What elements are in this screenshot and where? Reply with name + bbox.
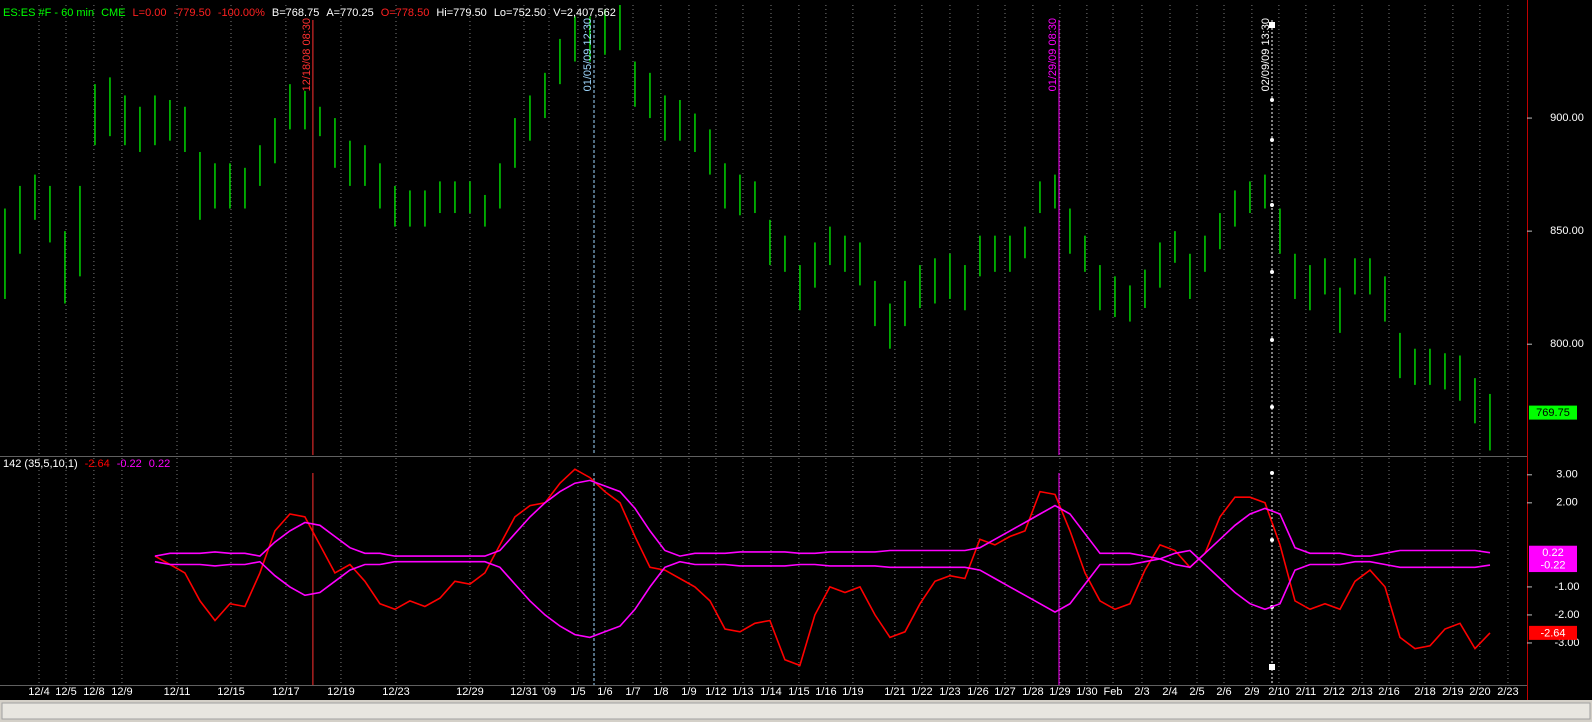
indicator-legend: 142 (35,5,10,1) -2.64 -0.22 0.22 [3,458,170,470]
value-box-label: -2.64 [1540,627,1565,639]
header-item: Lo=752.50 [494,7,546,19]
x-tick-label: 12/29 [456,686,484,698]
x-tick-label: 12/31 [510,686,538,698]
header: ES:ES #F - 60 min CME L=0.00 -779.50 -100.00… [3,7,616,19]
value-box [1529,405,1577,420]
x-tick-label: 12/19 [327,686,355,698]
x-tick-label: 12/11 [164,686,191,698]
marker-handle [1270,203,1274,207]
x-tick-label: 12/4 [28,686,49,698]
x-tick-label: 1/13 [732,686,753,698]
x-tick-label: 2/19 [1442,686,1463,698]
y-tick-label: 2.00 [1556,497,1577,509]
x-tick-label: 1/21 [884,686,905,698]
marker-handle [1270,338,1274,342]
x-tick-label: 12/23 [382,686,410,698]
x-tick-label: 1/19 [842,686,863,698]
x-tick-label: 2/12 [1323,686,1344,698]
x-tick-label: 2/23 [1497,686,1518,698]
header-item: B=768.75 [272,7,319,19]
legend-value: 0.22 [149,458,170,470]
x-tick-label: 1/9 [681,686,696,698]
header-item: CME [101,7,125,19]
indicator-line [154,479,1491,569]
x-tick-label: 1/5 [570,686,585,698]
x-tick-label: 2/5 [1189,686,1204,698]
x-tick-label: 1/7 [625,686,640,698]
legend-value: -0.22 [117,458,142,470]
marker-handle [1270,405,1274,409]
x-tick-label: 1/23 [939,686,960,698]
y-tick-label: 800.00 [1550,338,1584,350]
x-tick-label: Feb [1104,686,1123,698]
header-item: -779.50 [174,7,211,19]
x-tick-label: 1/30 [1076,686,1097,698]
value-box-label: 0.22 [1542,547,1563,559]
x-tick-label: 12/15 [217,686,245,698]
legend-value: -2.64 [85,458,110,470]
header-item: A=770.25 [326,7,373,19]
header-item: O=778.50 [381,7,430,19]
time-marker-label: 01/05/09 12:30 [582,18,594,91]
time-marker-label: 02/09/09 13:30 [1260,18,1272,91]
x-tick-label: 2/6 [1216,686,1231,698]
marker-handle [1269,22,1275,28]
header-item: Hi=779.50 [436,7,486,19]
y-tick-label: 900.00 [1550,112,1584,124]
y-tick-label: 3.00 [1556,469,1577,481]
time-marker-label: 01/29/09 08:30 [1047,18,1059,91]
x-tick-label: 2/16 [1378,686,1399,698]
indicator-line [154,549,1491,639]
scrollbar-track[interactable] [1,702,1591,720]
header-item: ES:ES #F - 60 min [3,7,94,19]
x-tick-label: 12/17 [272,686,300,698]
indicator-title: 142 (35,5,10,1) [3,458,78,470]
x-tick-label: 1/14 [760,686,781,698]
x-tick-label: 1/22 [911,686,932,698]
x-tick-label: 2/3 [1134,686,1149,698]
value-box [1529,625,1577,640]
marker-handle [1270,270,1274,274]
y-tick-label: -2.00 [1554,609,1579,621]
header-item: V=2,407,562 [553,7,616,19]
x-tick-label: 12/8 [83,686,104,698]
x-tick-label: 2/11 [1296,686,1317,698]
marker-handle [1270,471,1274,475]
header-item: -100.00% [218,7,265,19]
x-tick-label: 12/9 [111,686,132,698]
marker-handle [1269,664,1275,670]
y-tick-label: -1.00 [1554,581,1579,593]
value-box [1529,545,1577,560]
x-tick-label: 1/26 [967,686,988,698]
x-tick-label: 2/9 [1244,686,1259,698]
x-tick-label: 1/16 [815,686,836,698]
x-tick-label: 1/28 [1022,686,1043,698]
time-marker-label: 12/18/08 08:30 [301,18,313,91]
x-tick-label: '09 [542,686,556,698]
x-tick-label: 1/15 [788,686,809,698]
value-box-label: 769.75 [1536,407,1570,419]
x-tick-label: 1/6 [597,686,612,698]
x-tick-label: 2/4 [1162,686,1177,698]
x-tick-label: 2/10 [1268,686,1289,698]
marker-handle [1270,98,1274,102]
x-tick-label: 1/27 [994,686,1015,698]
x-tick-label: 2/13 [1351,686,1372,698]
x-tick-label: 1/8 [653,686,668,698]
x-tick-label: 2/20 [1469,686,1490,698]
marker-handle [1270,538,1274,542]
header-item: L=0.00 [133,7,167,19]
y-tick-label: 850.00 [1550,225,1584,237]
marker-handle [1270,138,1274,142]
x-tick-label: 1/12 [705,686,726,698]
value-box-label: -0.22 [1540,559,1565,571]
x-tick-label: 2/18 [1414,686,1435,698]
x-tick-label: 12/5 [55,686,76,698]
value-box [1529,558,1577,573]
x-tick-label: 1/29 [1049,686,1070,698]
